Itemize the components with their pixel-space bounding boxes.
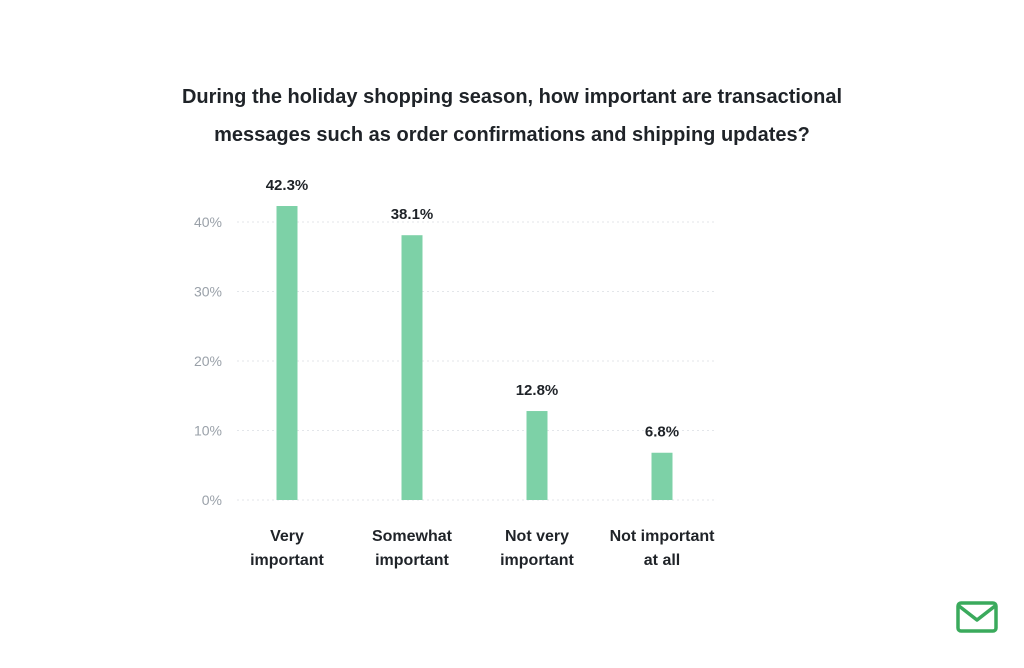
y-tick-label: 30% (194, 284, 222, 300)
bar (401, 235, 423, 500)
envelope-check-icon (956, 601, 998, 633)
data-label: 12.8% (516, 382, 559, 399)
bar (526, 411, 548, 500)
chart-title-line-2: messages such as order confirmations and… (214, 124, 810, 146)
chart-title-line-1: During the holiday shopping season, how … (181, 86, 843, 108)
x-tick-label: important (375, 552, 449, 569)
x-tick-label: Not important (610, 528, 716, 545)
chart-title: During the holiday shopping season, how … (0, 78, 1024, 154)
y-tick-label: 10% (194, 423, 222, 439)
x-tick-label: Very (270, 528, 304, 545)
y-tick-label: 0% (202, 492, 222, 508)
x-tick-label: Not very (505, 528, 569, 545)
x-tick-label: Somewhat (372, 528, 453, 545)
data-label: 42.3% (266, 177, 309, 194)
data-label: 6.8% (645, 424, 679, 441)
bar (651, 452, 673, 500)
data-label: 38.1% (391, 206, 434, 223)
y-tick-label: 40% (194, 214, 222, 230)
x-tick-label: important (250, 552, 324, 569)
x-tick-label: at all (644, 552, 680, 569)
bar (276, 206, 298, 500)
x-tick-label: important (500, 552, 574, 569)
y-tick-label: 20% (194, 353, 222, 369)
